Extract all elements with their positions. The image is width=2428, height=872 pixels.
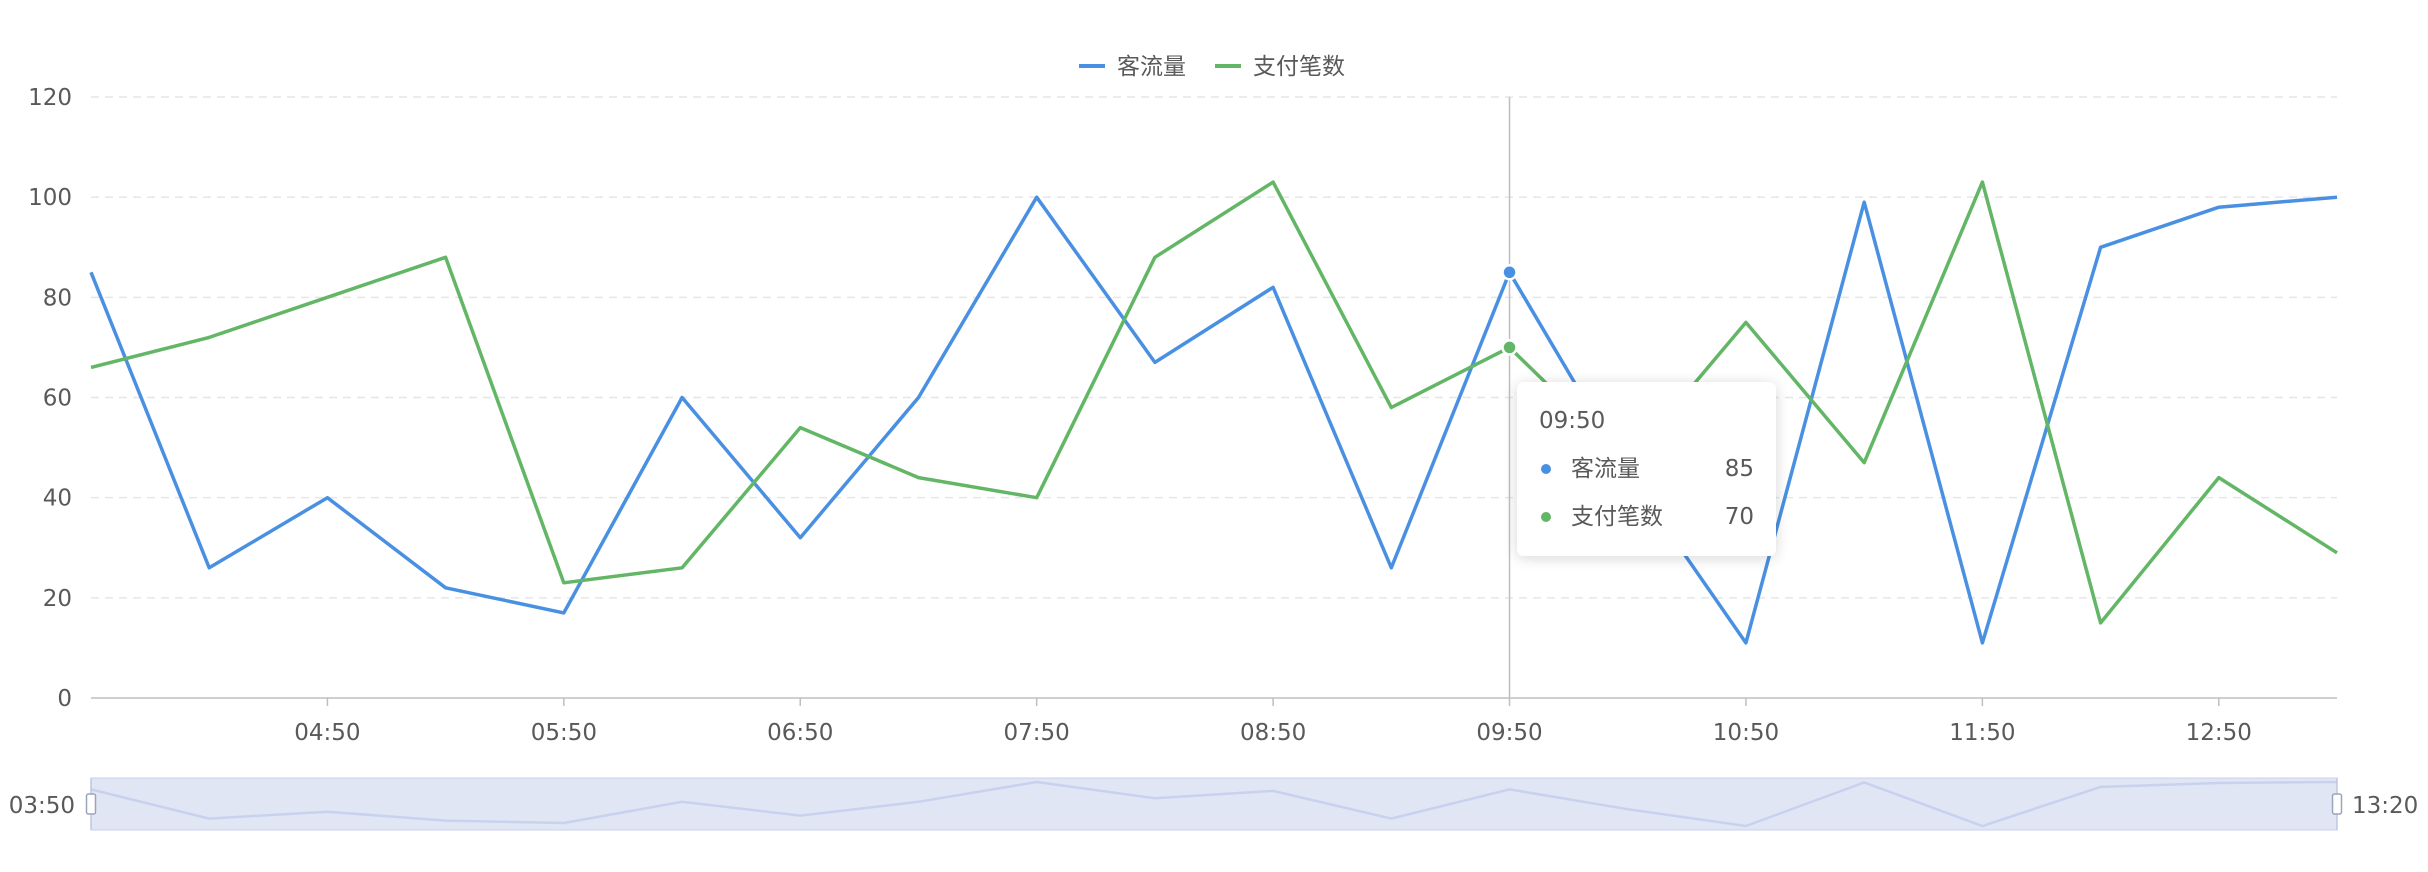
data-point [1501, 339, 1518, 356]
x-tick-label: 11:50 [1949, 720, 2015, 746]
tooltip-series-value: 85 [1724, 456, 1754, 482]
slider-preview-line [90, 780, 2338, 828]
y-axis: 0 20 40 60 80 100 120 [28, 85, 72, 712]
slider-end-label: 13:20 [2352, 793, 2418, 819]
tooltip-dot-icon [1541, 512, 1551, 522]
data-point [1501, 264, 1518, 281]
range-slider[interactable]: 03:50 13:20 [9, 777, 2419, 831]
legend-label: 支付笔数 [1253, 54, 1345, 80]
tooltip-series-name: 客流量 [1571, 456, 1640, 482]
x-tick-label: 06:50 [767, 720, 833, 746]
x-tick-label: 09:50 [1476, 720, 1542, 746]
slider-start-label: 03:50 [9, 793, 75, 819]
tooltip-row: 支付笔数 70 [1539, 500, 1754, 534]
legend-label: 客流量 [1117, 54, 1186, 80]
series-line [90, 180, 2338, 625]
y-tick-label: 100 [28, 185, 72, 211]
series-lines [89, 180, 2338, 645]
x-axis: 04:50 05:50 06:50 07:50 08:50 09:50 10:50 11:50… [91, 697, 2337, 746]
tooltip-row: 客流量 85 [1539, 452, 1754, 486]
tooltip-title: 09:50 [1539, 408, 1606, 434]
y-tick-label: 0 [57, 686, 72, 712]
slider-start-handle[interactable] [85, 793, 97, 815]
tooltip-series-value: 70 [1724, 504, 1754, 530]
highlight-points [1501, 264, 1518, 356]
x-tick-label: 12:50 [2186, 720, 2252, 746]
slider-end-handle[interactable] [2331, 793, 2343, 815]
tooltip: 09:50 客流量 85 支付笔数 70 [1517, 382, 1776, 556]
y-tick-label: 20 [43, 586, 72, 612]
y-tick-label: 40 [43, 486, 72, 512]
grid-lines [91, 96, 2337, 599]
y-tick-label: 80 [43, 285, 72, 311]
slider-track [90, 777, 2338, 831]
x-tick-label: 05:50 [531, 720, 597, 746]
x-tick-label: 04:50 [294, 720, 360, 746]
tooltip-dot-icon [1541, 464, 1551, 474]
x-tick-label: 07:50 [1004, 720, 1070, 746]
series-line [89, 195, 2338, 645]
x-tick-label: 08:50 [1240, 720, 1306, 746]
y-tick-label: 120 [28, 85, 72, 111]
y-tick-label: 60 [43, 386, 72, 412]
legend: 客流量 支付笔数 [1079, 54, 1345, 80]
tooltip-series-name: 支付笔数 [1571, 504, 1663, 530]
x-tick-label: 10:50 [1713, 720, 1779, 746]
